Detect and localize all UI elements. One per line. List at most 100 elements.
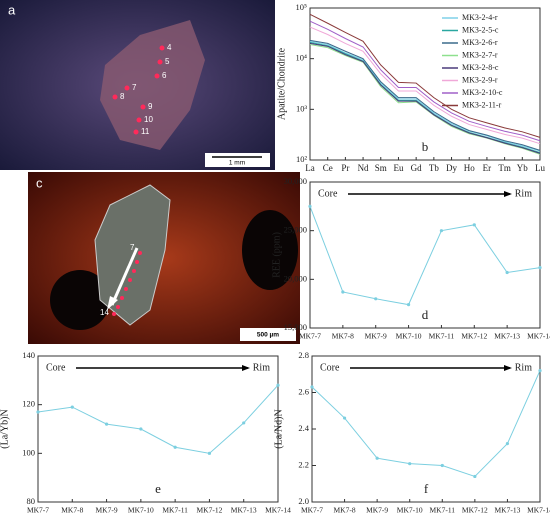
x-tick-label: Gd	[411, 163, 422, 173]
spot	[112, 94, 118, 100]
legend-label: MK3-2-5-c	[462, 25, 499, 34]
y-tick-label: 20,000	[284, 273, 307, 283]
spot-label: 9	[148, 102, 153, 111]
point	[308, 204, 312, 208]
point	[104, 422, 109, 426]
spot-label: 8	[120, 92, 125, 101]
spot	[135, 260, 139, 264]
spot	[128, 278, 132, 282]
rim-label: Rim	[253, 362, 270, 373]
x-tick-label: MK7-10	[128, 506, 154, 515]
legend-label: MK3-2-11-r	[462, 100, 502, 109]
spot-label: 10	[144, 115, 153, 124]
legend-label: MK3-2-8-c	[462, 63, 499, 72]
plot-frame	[309, 181, 541, 329]
y-tick-label: 10⁴	[296, 53, 308, 63]
spot	[124, 287, 128, 291]
series-line	[311, 370, 541, 478]
x-tick-label: Dy	[446, 163, 457, 173]
point	[408, 462, 412, 466]
point	[440, 463, 444, 468]
series-line	[309, 41, 541, 154]
panel-label: d	[422, 307, 429, 322]
x-tick-label: MK7-11	[429, 332, 455, 341]
spot	[136, 117, 142, 123]
y-tick-label: 2.0	[298, 496, 309, 506]
spot-label: 5	[165, 57, 170, 66]
y-tick-label: 30,000	[284, 176, 307, 186]
x-tick-label: MK7-13	[494, 332, 520, 341]
y-tick-label: 10²	[296, 154, 308, 164]
point	[406, 303, 411, 307]
x-tick-label: MK7-14	[265, 506, 291, 515]
y-tick-label: 2.2	[298, 459, 309, 469]
rim-label: Rim	[515, 188, 532, 199]
spot-label: 11	[141, 127, 150, 136]
spot-label: 14	[100, 308, 109, 317]
spot-label: 4	[167, 43, 172, 52]
y-tick-label: 10⁵	[296, 2, 308, 12]
legend-label: MK3-2-7-r	[462, 50, 498, 59]
arrow	[110, 247, 139, 306]
point	[342, 416, 347, 420]
x-tick-label: MK7-12	[461, 332, 487, 341]
dark-region	[242, 210, 298, 290]
y-tick-label: 140	[22, 350, 35, 360]
scale-label: 500 µm	[257, 332, 279, 339]
spot	[154, 73, 160, 79]
point	[473, 474, 477, 479]
x-tick-label: MK7-10	[396, 332, 422, 341]
x-tick-label: MK7-9	[96, 506, 118, 515]
x-tick-label: Pr	[341, 163, 349, 173]
x-tick-label: MK7-13	[231, 506, 257, 515]
y-tick-label: 120	[22, 399, 35, 409]
panel-label: b	[422, 139, 429, 154]
spot	[112, 312, 116, 316]
point	[505, 442, 510, 446]
micrograph-c: c 7 14 500 µm	[28, 172, 300, 344]
x-tick-label: MK7-10	[397, 506, 423, 515]
point	[139, 427, 143, 431]
series-line	[309, 40, 541, 152]
x-tick-label: MK7-7	[301, 506, 323, 515]
x-tick-label: MK7-8	[334, 506, 356, 515]
y-tick-label: 80	[27, 496, 36, 506]
x-tick-label: MK7-9	[365, 332, 387, 341]
point	[505, 270, 509, 275]
series-line	[309, 42, 541, 154]
point	[375, 456, 379, 460]
point	[242, 421, 246, 425]
x-tick-label: MK7-12	[197, 506, 223, 515]
point	[276, 383, 280, 387]
series-line	[309, 44, 541, 155]
legend-label: MK3-2-6-r	[462, 38, 498, 47]
series-line	[309, 206, 541, 306]
x-tick-label: MK7-12	[462, 506, 488, 515]
legend-label: MK3-2-9-r	[462, 75, 498, 84]
legend-label: MK3-2-4-r	[462, 13, 498, 22]
point	[310, 385, 314, 389]
point	[374, 297, 378, 301]
x-tick-label: MK7-7	[299, 332, 321, 341]
legend-label: MK3-2-10-c	[462, 88, 503, 97]
arrow-head	[504, 191, 512, 197]
spot	[159, 45, 165, 51]
panel-label: f	[424, 481, 429, 496]
panel-label: a	[8, 2, 16, 17]
series-line	[309, 20, 541, 142]
arrow-head	[504, 365, 512, 371]
x-tick-label: MK7-9	[366, 506, 388, 515]
scale-label: 1 mm	[229, 160, 245, 167]
y-axis-label: Apatite/Chondrite	[276, 47, 287, 120]
grain	[100, 20, 205, 150]
spot	[120, 296, 124, 300]
arrow-head	[242, 365, 250, 371]
x-tick-label: MK7-14	[527, 506, 550, 515]
arrow-head	[107, 296, 118, 310]
spot-label: 6	[162, 71, 167, 80]
micrograph-a: a 4 5 6 7 8 9 10 11 1 mm	[0, 0, 275, 170]
spot-label: 7	[130, 243, 135, 252]
x-tick-label: MK7-13	[495, 506, 521, 515]
plot-frame	[309, 7, 541, 161]
